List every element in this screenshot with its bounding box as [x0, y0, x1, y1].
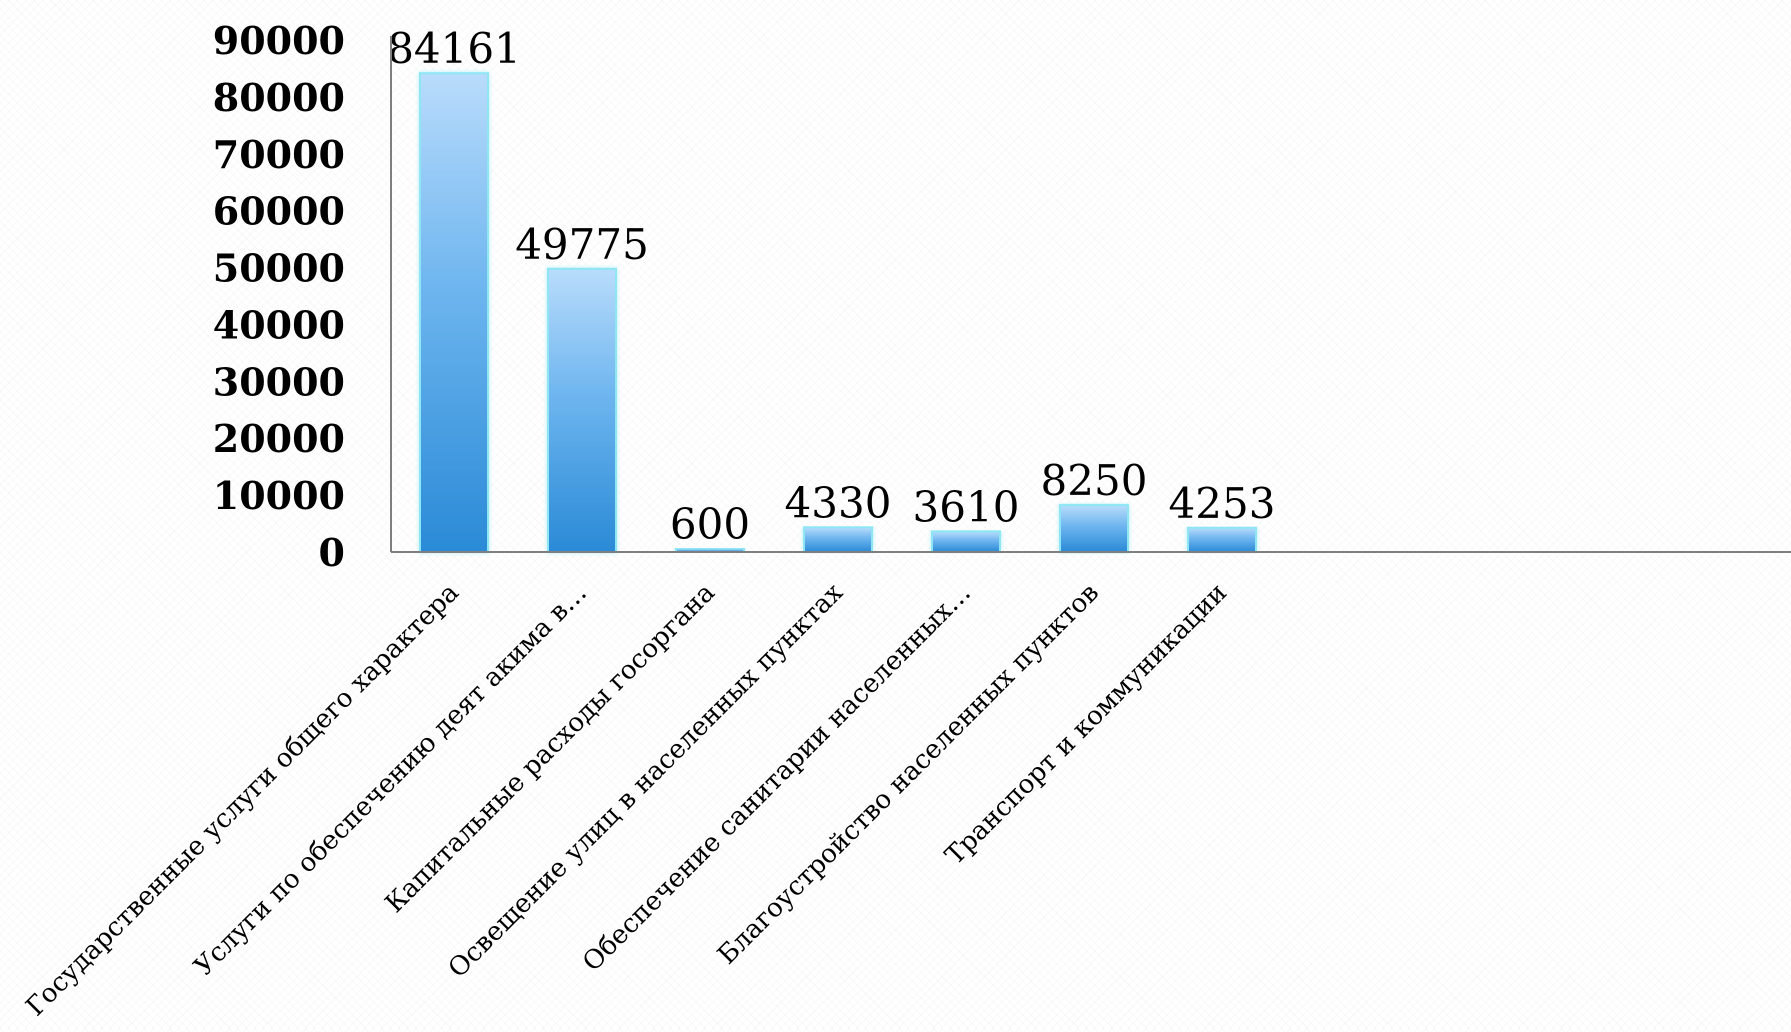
data-labels-group: 84161 49775 600 4330 3610 8250 4253 — [387, 24, 1275, 548]
category-labels-group: Государственные услуги общего характераУ… — [20, 577, 1233, 1022]
axes-group — [390, 36, 1791, 553]
data-label: 3610 — [913, 482, 1020, 531]
y-tick-label: 10000 — [213, 473, 345, 518]
y-tick-label: 90000 — [213, 18, 345, 63]
category-label: Государственные услуги общего характера — [20, 578, 465, 1023]
data-label: 4330 — [785, 478, 892, 527]
bar — [547, 267, 617, 553]
data-label: 4253 — [1169, 479, 1276, 528]
y-tick-label: 50000 — [213, 246, 345, 291]
bar — [931, 530, 1001, 554]
y-tick-label: 80000 — [213, 75, 345, 120]
bar — [419, 72, 489, 554]
bars-group — [419, 72, 1257, 554]
data-label: 600 — [670, 500, 750, 549]
y-tick-label: 70000 — [213, 132, 345, 177]
y-axis-tick-labels: 0 10000 20000 30000 40000 50000 60000 70000 8000… — [213, 18, 345, 575]
y-tick-label: 20000 — [213, 416, 345, 461]
data-label: 84161 — [387, 24, 521, 73]
data-label: 8250 — [1041, 456, 1148, 505]
y-tick-label: 0 — [319, 530, 345, 575]
bar — [1187, 526, 1257, 554]
bar — [803, 526, 873, 554]
y-tick-label: 60000 — [213, 189, 345, 234]
bar — [1059, 504, 1129, 554]
y-tick-label: 40000 — [213, 302, 345, 347]
category-label: Транспорт и коммуникации — [940, 578, 1233, 871]
y-tick-label: 30000 — [213, 359, 345, 404]
data-label: 49775 — [515, 220, 649, 269]
